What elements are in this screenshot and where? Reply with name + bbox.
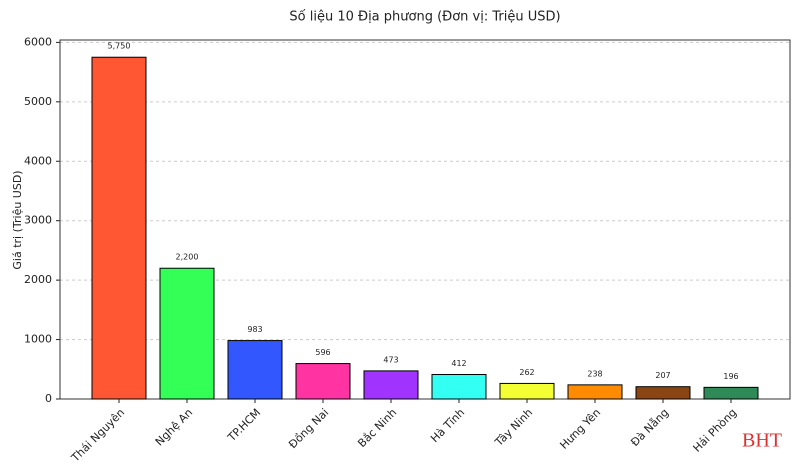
y-tick-label: 4000 <box>24 154 52 167</box>
value-label: 983 <box>247 325 262 334</box>
bar <box>227 340 283 400</box>
value-label: 2,200 <box>176 253 199 262</box>
chart-title: Số liệu 10 Địa phương (Đơn vị: Triệu USD… <box>289 10 560 25</box>
bar <box>363 370 419 400</box>
value-label: 412 <box>451 359 466 368</box>
x-tick-label: Hưng Yên <box>557 406 603 452</box>
x-tick-label: Đà Nẵng <box>628 406 671 449</box>
watermark: BHT <box>742 430 782 452</box>
x-tick-label: Đồng Nai <box>286 406 331 451</box>
bar <box>635 386 691 400</box>
bar <box>91 56 147 400</box>
x-tick-label: Nghệ An <box>153 406 195 448</box>
plot-frame <box>59 39 791 400</box>
value-label: 5,750 <box>108 42 131 51</box>
x-tick-label: Tây Ninh <box>492 406 535 449</box>
x-tick-label: Hải Phòng <box>691 406 740 455</box>
bar <box>159 267 215 400</box>
y-tick-label: 2000 <box>24 273 52 286</box>
y-tick-label: 5000 <box>24 95 52 108</box>
value-label: 207 <box>655 371 670 380</box>
x-tick-label: Bắc Ninh <box>355 406 399 450</box>
y-tick-label: 6000 <box>24 35 52 48</box>
value-label: 262 <box>519 368 534 377</box>
bar <box>295 363 351 400</box>
x-tick-label: Thái Nguyên <box>68 406 127 465</box>
bar <box>431 374 487 400</box>
x-tick-label: Hà Tĩnh <box>428 406 467 445</box>
value-label: 596 <box>315 348 330 357</box>
value-label: 238 <box>587 369 602 378</box>
bar <box>703 386 759 400</box>
y-tick-label: 1000 <box>24 333 52 346</box>
y-tick-label: 3000 <box>24 214 52 227</box>
bar <box>499 382 555 400</box>
value-label: 473 <box>383 355 398 364</box>
bar <box>567 384 623 400</box>
x-tick-label: TP.HCM <box>225 406 264 445</box>
y-axis-label: Giá trị (Triệu USD) <box>11 170 24 269</box>
value-label: 196 <box>723 372 738 381</box>
y-tick-label: 0 <box>45 392 52 405</box>
